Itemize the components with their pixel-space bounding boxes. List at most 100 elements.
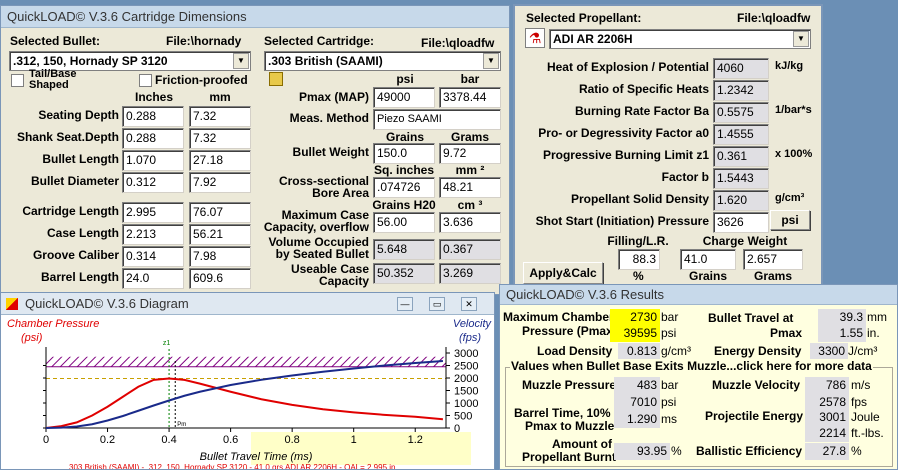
- chevron-down-icon[interactable]: ▼: [483, 53, 499, 69]
- volume-occupied-cm3: 0.367: [439, 239, 501, 260]
- propellant-row-value[interactable]: 3626: [713, 212, 769, 233]
- charge-weight-label: Charge Weight: [702, 234, 788, 248]
- propellant-row-label: Burning Rate Factor Ba: [574, 104, 709, 118]
- y-right-tick-label: 500: [454, 411, 472, 423]
- xlabel-band: [251, 432, 471, 465]
- bullet-weight-grains-input[interactable]: 150.0: [373, 143, 435, 164]
- dim-row-mm-input[interactable]: 7.92: [189, 172, 251, 193]
- bore-area-sqin-input[interactable]: .074726: [373, 177, 435, 198]
- case-capacity-grains-input[interactable]: 56.00: [373, 212, 435, 233]
- cartridge-file-label: File:\qloadfw: [421, 36, 495, 50]
- diagram-title: QuickLOAD© V.3.6 Diagram: [25, 296, 189, 311]
- propellant-select-value: ADI AR 2206H: [553, 32, 633, 46]
- energy-density-unit: J/cm³: [848, 344, 878, 358]
- dim-row-label: Case Length: [46, 226, 119, 240]
- dim-row-mm-input[interactable]: 7.32: [189, 128, 251, 149]
- cartridge-select[interactable]: .303 British (SAAMI) ▼: [264, 51, 501, 71]
- dim-row-inches-input[interactable]: 0.288: [122, 106, 184, 127]
- x-axis-label: Bullet Travel Time (ms): [200, 451, 313, 463]
- meas-method-input[interactable]: Piezo SAAMI: [373, 109, 501, 130]
- propellant-row-value: 4060: [713, 58, 769, 79]
- bore-area-mm2-input[interactable]: 48.21: [439, 177, 501, 198]
- results-window: QuickLOAD© V.3.6 Results Maximum Chamber…: [499, 284, 898, 470]
- minimize-icon[interactable]: —: [397, 297, 413, 311]
- selected-bullet-label: Selected Bullet:: [10, 34, 101, 48]
- dim-row-inches-input[interactable]: 0.288: [122, 128, 184, 149]
- volume-occupied-label-1: Volume Occupied: [268, 235, 369, 249]
- col-bar: bar: [460, 72, 480, 86]
- projectile-energy-ftlbs: 2214: [805, 425, 849, 442]
- left-axis-label-1: Chamber Pressure: [7, 318, 99, 330]
- ballistic-efficiency-value: 27.8: [805, 443, 849, 460]
- propellant-flask-icon[interactable]: ⚗: [525, 28, 545, 48]
- case-capacity-label-1: Maximum Case: [281, 208, 369, 222]
- pmax-bar-input[interactable]: 3378.44: [439, 87, 501, 108]
- dim-row-mm-input[interactable]: 76.07: [189, 202, 251, 223]
- barrel-time-unit: ms: [661, 412, 677, 426]
- charge-weight-grains-input[interactable]: 41.0: [680, 249, 736, 270]
- amount-burnt-label-2: Propellant Burnt: [522, 450, 617, 464]
- tail-base-checkbox[interactable]: [11, 74, 24, 87]
- muzzle-pressure-label: Muzzle Pressure: [522, 378, 617, 392]
- volume-occupied-grains: 5.648: [373, 239, 435, 260]
- x-tick-label: 0.4: [161, 434, 176, 446]
- chevron-down-icon[interactable]: ▼: [793, 31, 809, 47]
- col-inches: Inches: [134, 90, 173, 104]
- bullet-travel-mm: 39.3: [818, 309, 866, 326]
- propellant-row-label: Pro- or Degressivity Factor a0: [538, 126, 709, 140]
- right-axis-label-2: (fps): [459, 332, 481, 344]
- y-right-tick-label: 0: [454, 423, 460, 435]
- chevron-down-icon[interactable]: ▼: [233, 53, 249, 69]
- dim-row-inches-input[interactable]: 24.0: [122, 268, 184, 289]
- grains-label: Grains: [688, 269, 727, 283]
- dim-row-inches-input[interactable]: 2.995: [122, 202, 184, 223]
- dim-row-inches-input[interactable]: 0.314: [122, 246, 184, 267]
- dim-row-mm-input[interactable]: 7.32: [189, 106, 251, 127]
- propellant-select[interactable]: ADI AR 2206H ▼: [549, 29, 811, 49]
- bullet-select[interactable]: .312, 150, Hornady SP 3120 ▼: [9, 51, 251, 71]
- chart-footer: …303 British (SAAMI) - .312, 150, Hornad…: [61, 463, 395, 470]
- bullet-weight-grams-input[interactable]: 9.72: [439, 143, 501, 164]
- case-capacity-cm3-input[interactable]: 3.636: [439, 212, 501, 233]
- max-pressure-label-2: Pressure (Pmax): [522, 324, 617, 338]
- velocity-line: [45, 360, 443, 429]
- x-tick-label: 1.2: [408, 434, 423, 446]
- propellant-row-unit: g/cm³: [775, 192, 805, 204]
- max-pressure-bar-unit: bar: [661, 310, 679, 324]
- dim-row-mm-input[interactable]: 7.98: [189, 246, 251, 267]
- dim-row-label: Bullet Length: [42, 152, 119, 166]
- dim-row-inches-input[interactable]: 0.312: [122, 172, 184, 193]
- friction-proofed-checkbox[interactable]: [139, 74, 152, 87]
- charge-weight-grams-input[interactable]: 2.657: [743, 249, 803, 270]
- propellant-row-value: 1.4555: [713, 124, 769, 145]
- calculator-icon[interactable]: [269, 72, 283, 86]
- dim-row-inches-input[interactable]: 1.070: [122, 150, 184, 171]
- propellant-row-label: Progressive Burning Limit z1: [542, 148, 709, 162]
- y-right-tick-label: 2000: [454, 373, 478, 385]
- propellant-row-label: Propellant Solid Density: [570, 192, 709, 206]
- z1-label: z1: [163, 340, 171, 347]
- bullet-travel-in-unit: in.: [867, 326, 880, 340]
- close-icon[interactable]: ✕: [461, 297, 477, 311]
- x-tick-label: 0.2: [100, 434, 115, 446]
- max-pressure-bar: 2730: [610, 309, 660, 326]
- col-sq-inches: Sq. inches: [373, 163, 435, 177]
- dim-row-label: Cartridge Length: [22, 204, 119, 218]
- pmax-psi-input[interactable]: 49000: [373, 87, 435, 108]
- tail-base-label: Tail/Base Shaped: [29, 68, 77, 91]
- propellant-row-label: Ratio of Specific Heats: [578, 82, 709, 96]
- dim-row-mm-input[interactable]: 56.21: [189, 224, 251, 245]
- case-capacity-label-2: Capacity, overflow: [263, 220, 369, 234]
- dim-row-mm-input[interactable]: 27.18: [189, 150, 251, 171]
- selected-propellant-label: Selected Propellant:: [526, 11, 642, 25]
- propellant-row-value: 0.361: [713, 146, 769, 167]
- dim-row-mm-input[interactable]: 609.6: [189, 268, 251, 289]
- maximize-icon[interactable]: ▭: [429, 297, 445, 311]
- cartridge-dimensions-window: QuickLOAD© V.3.6 Cartridge Dimensions Se…: [0, 5, 510, 295]
- dim-row-inches-input[interactable]: 2.213: [122, 224, 184, 245]
- propellant-row-unit: 1/bar*s: [775, 104, 812, 116]
- muzzle-data-link[interactable]: Values when Bullet Base Exits Muzzle...c…: [510, 359, 873, 373]
- muzzle-velocity-label: Muzzle Velocity: [712, 378, 801, 392]
- apply-calc-button[interactable]: Apply&Calc: [523, 262, 603, 284]
- psi-button[interactable]: psi: [770, 210, 810, 230]
